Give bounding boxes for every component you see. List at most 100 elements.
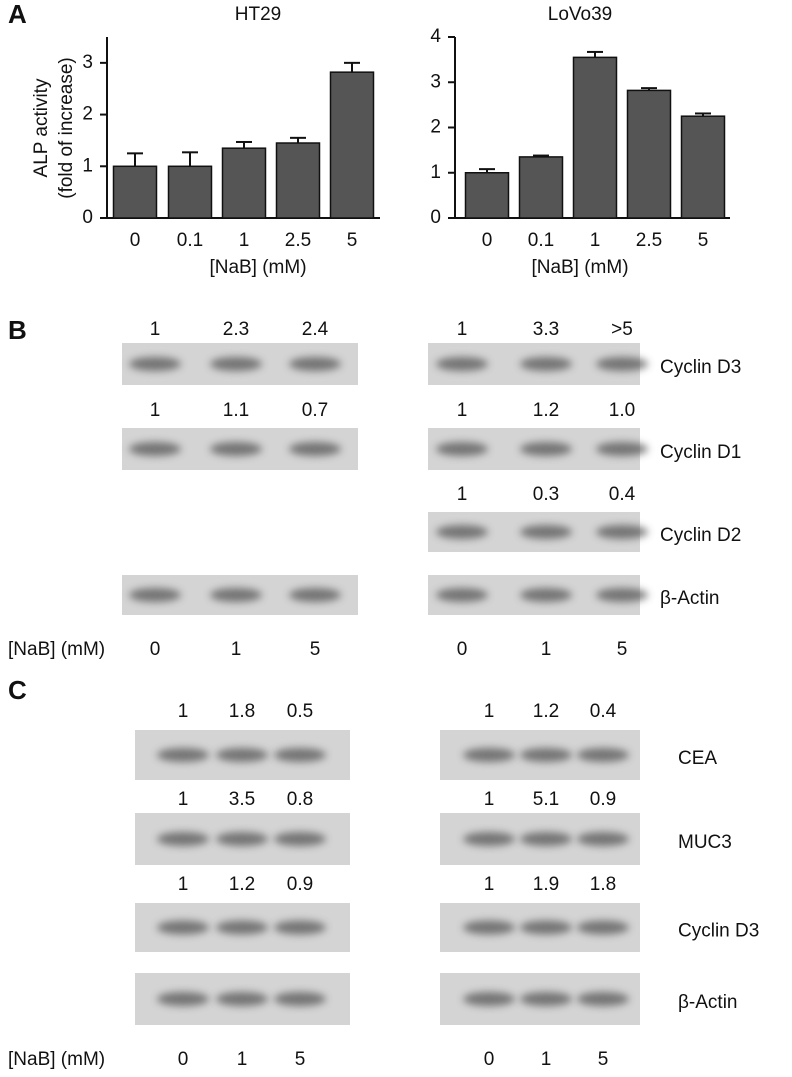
band (216, 832, 268, 846)
bar (275, 142, 321, 219)
band (577, 992, 629, 1006)
y-tick-label: 3 (430, 71, 441, 92)
x-tick-label: 5 (347, 230, 358, 251)
band-value: 0.9 (287, 874, 313, 895)
chart-title: HT29 (235, 4, 281, 25)
y-tick-label: 4 (430, 26, 441, 47)
dose: 5 (617, 639, 628, 660)
y-tick-label: 0 (82, 207, 93, 228)
y-tick-label: 1 (82, 155, 93, 176)
band (520, 748, 572, 762)
band-value: 1.2 (533, 701, 559, 722)
dose-label: [NaB] (mM) (8, 639, 105, 660)
band (274, 748, 326, 762)
band-value: 1 (484, 701, 495, 722)
blot-label: CEA (678, 748, 717, 769)
band-value: 1 (150, 319, 161, 340)
band (289, 588, 341, 602)
band (520, 525, 572, 539)
band-value: 1 (484, 789, 495, 810)
band-value: 1 (178, 874, 189, 895)
band-value: 1.2 (533, 400, 559, 421)
x-tick-label: 0.1 (177, 230, 203, 251)
blot-label: β-Actin (660, 588, 720, 609)
dose: 0 (484, 1049, 495, 1070)
bar (626, 89, 672, 219)
band (596, 588, 648, 602)
band (157, 748, 209, 762)
x-tick-label: 0 (482, 230, 493, 251)
band (274, 832, 326, 846)
band (520, 357, 572, 371)
x-tick-label: 2.5 (636, 230, 662, 251)
band (520, 992, 572, 1006)
band (129, 588, 181, 602)
y-tick-label: 2 (430, 117, 441, 138)
blot-label: β-Actin (678, 992, 738, 1013)
x-tick-label: 1 (590, 230, 601, 251)
band (463, 920, 515, 935)
band (520, 442, 572, 456)
band (520, 588, 572, 602)
band (157, 832, 209, 846)
band (463, 992, 515, 1006)
x-axis-label: [NaB] (mM) (209, 257, 306, 278)
band (436, 525, 488, 539)
band (520, 920, 572, 935)
band-value: 1 (457, 400, 468, 421)
band (463, 832, 515, 846)
dose: 0 (150, 639, 161, 660)
band (157, 992, 209, 1006)
x-axis-label: [NaB] (mM) (531, 257, 628, 278)
band-value: 1 (150, 400, 161, 421)
band (216, 748, 268, 762)
band-value: 1 (178, 701, 189, 722)
band-value: 2.4 (302, 319, 329, 340)
band-value: 0.7 (302, 400, 328, 421)
band-value: 1.1 (223, 400, 249, 421)
x-tick-label: 5 (698, 230, 709, 251)
y-axis-label: (fold of increase) (56, 57, 77, 199)
dose: 5 (310, 639, 321, 660)
band (274, 920, 326, 935)
x-tick-label: 0.1 (528, 230, 554, 251)
dose: 0 (457, 639, 468, 660)
band-value: 0.9 (590, 789, 616, 810)
band-value: 5.1 (533, 789, 559, 810)
band-value: 1 (457, 484, 468, 505)
band-value: 0.4 (590, 701, 617, 722)
band (210, 588, 262, 602)
dose: 1 (541, 639, 552, 660)
chart-title: LoVo39 (548, 4, 612, 25)
panel-label: A (8, 0, 27, 29)
panel-label: C (8, 675, 27, 705)
blot-label: MUC3 (678, 832, 732, 853)
band-value: 1 (484, 874, 495, 895)
band-value: 0.3 (533, 484, 559, 505)
band (274, 992, 326, 1006)
band (216, 992, 268, 1006)
dose: 5 (598, 1049, 609, 1070)
band (157, 920, 209, 935)
band (210, 357, 262, 371)
x-tick-label: 2.5 (285, 230, 311, 251)
bar (112, 165, 158, 219)
band-value: 1 (457, 319, 468, 340)
band (289, 357, 341, 371)
band (577, 920, 629, 935)
band (129, 442, 181, 456)
dose: 1 (231, 639, 242, 660)
band (210, 442, 262, 456)
band (520, 832, 572, 846)
band (436, 357, 488, 371)
band-value: 1.2 (229, 874, 255, 895)
band-value: 1.8 (590, 874, 616, 895)
blot-label: Cyclin D2 (660, 525, 741, 546)
band-value: 1.8 (229, 701, 255, 722)
band-value: 1.9 (533, 874, 559, 895)
y-tick-label: 0 (430, 207, 441, 228)
panel-label: B (8, 315, 27, 345)
band (463, 748, 515, 762)
blot-label: Cyclin D3 (660, 357, 741, 378)
band (289, 442, 341, 456)
